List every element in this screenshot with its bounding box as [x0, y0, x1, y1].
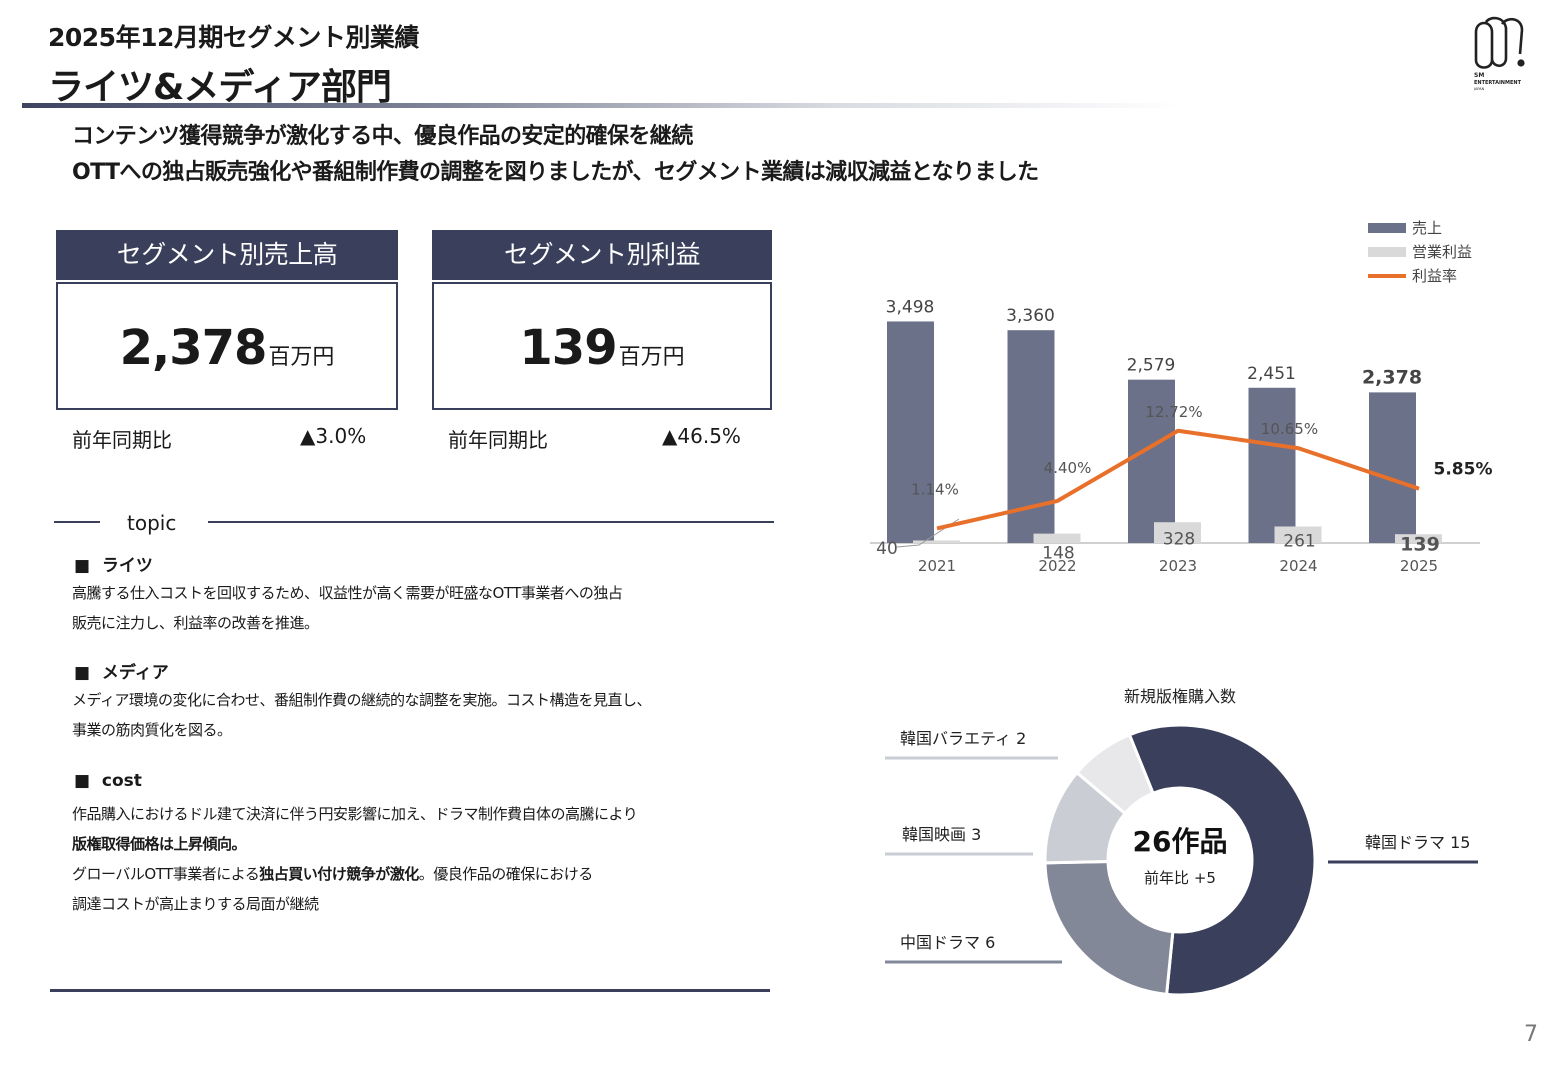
kpi-sales-box: 2,378百万円 — [56, 282, 398, 410]
sales-bar-label: 2,378 — [1362, 366, 1422, 388]
donut-slice-label: 韓国ドラマ 15 — [1365, 833, 1470, 852]
profit-bar-label: 261 — [1283, 532, 1315, 552]
title-underline — [22, 103, 1182, 108]
sales-bar — [1248, 387, 1296, 543]
sales-bar-label: 2,579 — [1127, 356, 1176, 376]
body-text-line: 作品購入におけるドル建て決済に伴う円安影響に加え、ドラマ制作費自体の高騰により — [72, 799, 638, 829]
body-text: 作品購入におけるドル建て決済に伴う円安影響に加え、ドラマ制作費自体の高騰により — [72, 805, 638, 823]
kpi-profit-unit: 百万円 — [618, 345, 685, 370]
sales-bar-label: 2,451 — [1247, 364, 1296, 384]
kpi-sales-unit: 百万円 — [268, 345, 335, 370]
kpi-sales-yoy-label: 前年同期比 — [72, 428, 172, 452]
donut-slice — [1127, 723, 1317, 997]
profit-rate-label: 5.85% — [1434, 460, 1493, 480]
emphasis-text: 独占買い付け競争が激化 — [259, 865, 419, 883]
sales-bar-label: 3,360 — [1006, 306, 1055, 326]
sales-bar-label: 3,498 — [886, 297, 935, 317]
kpi-sales-value: 2,378 — [119, 320, 268, 376]
profit-bar — [1274, 526, 1322, 543]
body-text: 高騰する仕入コストを回収するため、収益性が高く需要が旺盛なOTT事業者への独占 — [72, 584, 623, 602]
page-number: 7 — [1524, 1022, 1538, 1047]
section-body-rights: 高騰する仕入コストを回収するため、収益性が高く需要が旺盛なOTT事業者への独占販… — [72, 578, 623, 638]
profit-bar-label: 328 — [1163, 530, 1195, 550]
body-text: グローバルOTT事業者による — [72, 865, 260, 883]
x-tick-label: 2021 — [918, 557, 956, 575]
profit-bar — [1033, 533, 1081, 543]
legend-label: 営業利益 — [1412, 243, 1472, 261]
x-tick-label: 2023 — [1159, 557, 1197, 575]
kpi-profit-yoy-label: 前年同期比 — [448, 428, 548, 452]
body-text: 。優良作品の確保における — [418, 865, 594, 883]
donut-center-value: 26作品 — [1133, 825, 1228, 858]
sales-bar — [1128, 379, 1175, 543]
sales-bar — [887, 321, 934, 543]
bottom-divider — [50, 989, 770, 992]
topic-divider-right — [208, 521, 774, 523]
body-text-line: 事業の筋肉質化を図る。 — [72, 715, 651, 745]
page-title: ライツ&メディア部門 — [48, 67, 392, 108]
donut-slice-label: 中国ドラマ 6 — [900, 933, 995, 952]
section-heading-cost: ■ cost — [74, 771, 142, 791]
profit-rate-label: 12.72% — [1145, 403, 1202, 421]
donut-slice — [1074, 732, 1155, 816]
legend-swatch — [1368, 223, 1406, 233]
body-text-line: 版権取得価格は上昇傾向。 — [72, 829, 637, 859]
profit-bar-label: 139 — [1400, 534, 1440, 556]
profit-bar-label: 148 — [1042, 543, 1074, 563]
kpi-profit-value: 139 — [519, 320, 617, 376]
legend-label: 売上 — [1412, 219, 1442, 237]
profit-bar — [1395, 534, 1442, 543]
donut-slice — [1043, 860, 1175, 996]
body-text-line: グローバルOTT事業者による独占買い付け競争が激化。優良作品の確保における — [72, 859, 637, 889]
x-tick-label: 2024 — [1279, 557, 1317, 575]
profit-rate-label: 1.14% — [911, 480, 959, 498]
logo-text-1: SM — [1474, 72, 1484, 79]
profit-bar — [913, 540, 960, 543]
legend-label: 利益率 — [1412, 267, 1457, 285]
headline-2: OTTへの独占販売強化や番組制作費の調整を図りましたが、セグメント業績は減収減益… — [72, 160, 1039, 185]
profit-rate-label: 10.65% — [1261, 420, 1318, 438]
section-heading-media: ■ メディア — [74, 663, 169, 683]
kpi-sales-label: セグメント別売上高 — [56, 230, 398, 280]
body-text-line: 販売に注力し、利益率の改善を推進。 — [72, 608, 622, 638]
body-text-line: 高騰する仕入コストを回収するため、収益性が高く需要が旺盛なOTT事業者への独占 — [72, 578, 623, 608]
page-subtitle: 2025年12月期セグメント別業績 — [48, 23, 419, 52]
kpi-profit-box: 139百万円 — [432, 282, 772, 410]
kpi-card-profit: セグメント別利益 139百万円 — [432, 230, 772, 410]
emphasis-text: 版権取得価格は上昇傾向。 — [72, 835, 247, 853]
company-logo: SM ENTERTAINMENT JAPAN — [1468, 14, 1536, 94]
profit-bar — [1154, 522, 1201, 543]
kpi-sales-yoy-value: ▲3.0% — [300, 424, 367, 448]
sales-bar — [1369, 392, 1416, 543]
section-heading-rights: ■ ライツ — [74, 556, 153, 576]
body-text-line: 調達コストが高止まりする局面が継続 — [72, 889, 637, 919]
profit-rate-label: 4.40% — [1044, 459, 1092, 477]
legend-swatch — [1368, 247, 1406, 257]
kpi-card-sales: セグメント別売上高 2,378百万円 — [56, 230, 398, 410]
topic-divider-left — [54, 521, 100, 523]
logo-text-3: JAPAN — [1473, 87, 1485, 91]
logo-text-2: ENTERTAINMENT — [1474, 80, 1522, 86]
donut-slice-label: 韓国バラエティ 2 — [900, 729, 1026, 748]
donut-slice-label: 韓国映画 3 — [902, 825, 981, 844]
x-tick-label: 2022 — [1038, 557, 1076, 575]
x-tick-label: 2025 — [1400, 557, 1438, 575]
kpi-profit-label: セグメント別利益 — [432, 230, 772, 280]
donut-center-sub: 前年比 +5 — [1144, 869, 1216, 887]
profit-bar-label: 40 — [876, 539, 898, 559]
headline-1: コンテンツ獲得競争が激化する中、優良作品の安定的確保を継続 — [72, 124, 693, 149]
kpi-profit-yoy-value: ▲46.5% — [662, 424, 741, 448]
body-text: 事業の筋肉質化を図る。 — [72, 721, 232, 739]
body-text: 調達コストが高止まりする局面が継続 — [72, 895, 319, 913]
donut-title: 新規版権購入数 — [1124, 687, 1236, 706]
topic-label: topic — [127, 511, 177, 535]
body-text: メディア環境の変化に合わせ、番組制作費の継続的な調整を実施。コスト構造を見直し、 — [72, 691, 651, 709]
body-text: 販売に注力し、利益率の改善を推進。 — [72, 614, 319, 632]
section-body-cost: 作品購入におけるドル建て決済に伴う円安影響に加え、ドラマ制作費自体の高騰により版… — [72, 799, 638, 919]
section-body-media: メディア環境の変化に合わせ、番組制作費の継続的な調整を実施。コスト構造を見直し、… — [72, 685, 651, 745]
body-text-line: メディア環境の変化に合わせ、番組制作費の継続的な調整を実施。コスト構造を見直し、 — [72, 685, 651, 715]
